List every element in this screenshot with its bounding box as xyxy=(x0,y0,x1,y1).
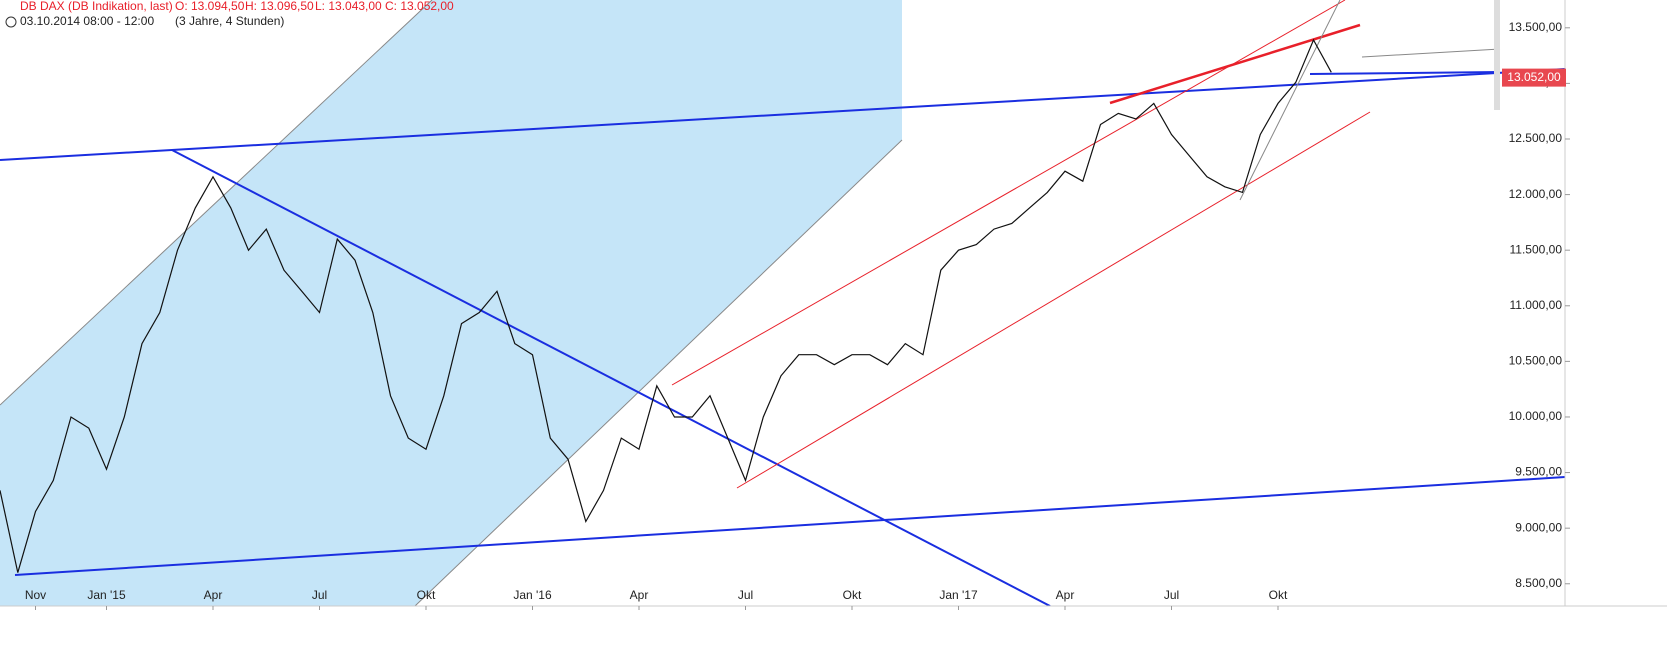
y-tick-label: 9.000,00 xyxy=(1515,520,1562,534)
x-tick-label: Jul xyxy=(312,588,327,602)
trend-line xyxy=(0,68,1565,161)
band-edge xyxy=(414,139,903,606)
trend-line xyxy=(171,149,1051,606)
y-tick-label: 8.500,00 xyxy=(1515,576,1562,590)
trend-line xyxy=(1309,71,1501,75)
date-range: 03.10.2014 08:00 - 12:00 xyxy=(20,14,154,28)
x-tick-label: Jan '17 xyxy=(939,588,978,602)
x-tick-label: Jan '16 xyxy=(513,588,552,602)
band-edge xyxy=(0,0,433,406)
x-tick-label: Jul xyxy=(738,588,753,602)
y-tick-label: 10.000,00 xyxy=(1509,409,1563,423)
drawings xyxy=(0,0,1565,606)
x-tick-label: Okt xyxy=(417,588,436,602)
x-tick-label: Apr xyxy=(630,588,649,602)
price-marker-label: 13.052,00 xyxy=(1507,70,1561,84)
price-line xyxy=(0,38,1332,573)
ohlc-label: L: 13.043,00 xyxy=(315,0,382,13)
y-tick-label: 11.000,00 xyxy=(1510,298,1563,312)
x-tick-label: Okt xyxy=(1269,588,1288,602)
clock-icon xyxy=(5,16,17,28)
y-tick-label: 13.500,00 xyxy=(1509,20,1563,34)
helper-line xyxy=(1239,0,1341,201)
x-tick-label: Apr xyxy=(204,588,223,602)
channel-line xyxy=(1109,23,1361,105)
ohlc-label: O: 13.094,50 xyxy=(175,0,245,13)
ohlc-label: H: 13.096,50 xyxy=(245,0,314,13)
scroll-bar[interactable] xyxy=(1494,0,1500,110)
x-tick-label: Jan '15 xyxy=(87,588,126,602)
price-marker xyxy=(1502,68,1566,87)
period: (3 Jahre, 4 Stunden) xyxy=(175,14,284,28)
channel-band xyxy=(0,0,902,606)
x-tick-label: Okt xyxy=(843,588,862,602)
x-tick-label: Jul xyxy=(1164,588,1179,602)
trend-line xyxy=(14,476,1565,576)
y-tick-label: 9.500,00 xyxy=(1515,465,1562,479)
y-tick-label: 10.500,00 xyxy=(1509,354,1563,368)
channel-line xyxy=(736,111,1371,489)
y-tick-label: 12.500,00 xyxy=(1509,131,1563,145)
helper-line xyxy=(1361,48,1501,58)
y-tick-label: 12.000,00 xyxy=(1509,187,1563,201)
y-tick-label: 11.500,00 xyxy=(1510,242,1563,256)
ohlc-label: C: 13.052,00 xyxy=(385,0,454,13)
chart-title: DB DAX (DB Indikation, last) xyxy=(20,0,173,13)
x-tick-label: Nov xyxy=(25,588,46,602)
x-tick-label: Apr xyxy=(1056,588,1075,602)
